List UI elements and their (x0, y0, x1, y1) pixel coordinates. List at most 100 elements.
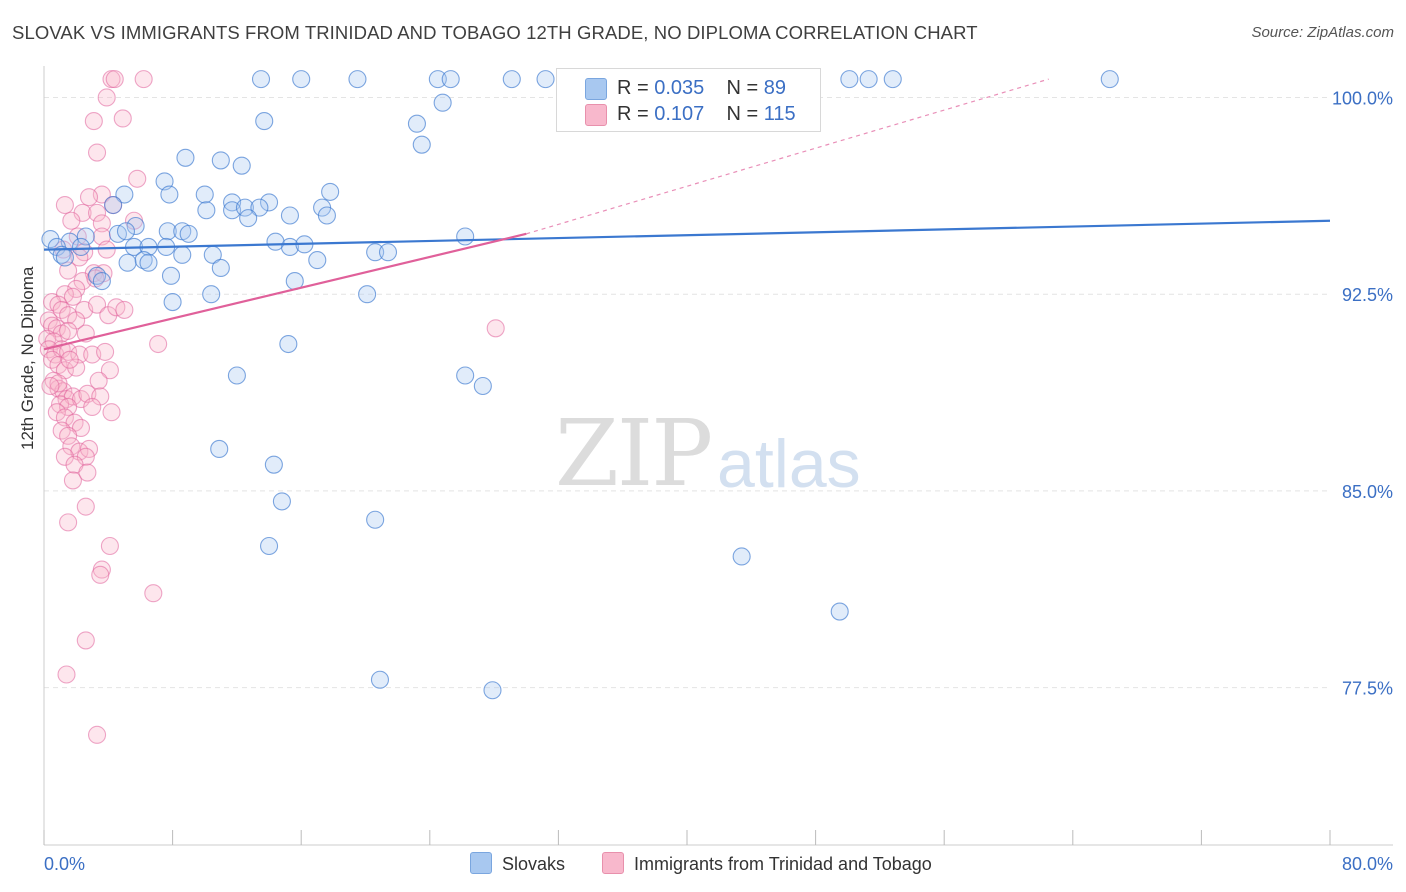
data-point-slovaks (348, 70, 367, 89)
data-point-trinidad (55, 195, 74, 215)
data-point-trinidad (84, 112, 103, 131)
trend-line-slovaks (43, 219, 1331, 251)
data-point-trinidad (100, 536, 119, 556)
data-point-slovaks (272, 492, 291, 511)
data-point-slovaks (52, 245, 71, 264)
data-point-slovaks (407, 114, 426, 133)
chart-title: SLOVAK VS IMMIGRANTS FROM TRINIDAD AND T… (12, 22, 978, 43)
data-point-trinidad (55, 361, 74, 380)
source-label: Source: ZipAtlas.com (1251, 24, 1394, 41)
data-point-slovaks (76, 227, 95, 246)
data-point-slovaks (139, 253, 158, 272)
series-trinidad-points (38, 70, 505, 744)
x-tick-label-max: 80.0% (1342, 854, 1393, 874)
legend-n-value: 89 (763, 77, 787, 99)
legend-label-trinidad: Immigrants from Trinidad and Tobago (634, 854, 932, 874)
data-point-trinidad (59, 321, 78, 340)
data-point-trinidad (486, 319, 505, 338)
data-point-trinidad (128, 169, 147, 188)
legend-row-slovaks: R = 0.035 N = 89 (557, 75, 820, 103)
data-point-slovaks (883, 70, 902, 89)
legend-item-trinidad[interactable]: Immigrants from Trinidad and Tobago (602, 852, 932, 875)
data-point-trinidad (55, 447, 74, 466)
data-point-slovaks (456, 366, 475, 385)
data-point-slovaks (176, 148, 195, 167)
legend-n-label: N = (726, 77, 759, 99)
data-point-trinidad (59, 397, 78, 417)
data-point-trinidad (41, 376, 60, 396)
series-slovaks-points (41, 70, 1119, 700)
data-point-slovaks (211, 151, 230, 170)
data-point-trinidad (59, 513, 78, 532)
watermark-zip: ZIP (555, 400, 713, 507)
data-point-slovaks (536, 70, 555, 89)
data-point-slovaks (116, 222, 136, 241)
data-point-slovaks (483, 681, 502, 700)
data-point-slovaks (441, 70, 460, 89)
data-point-slovaks (366, 510, 385, 529)
legend-swatch-slovaks (470, 852, 492, 874)
data-point-trinidad (144, 584, 163, 603)
data-point-slovaks (280, 237, 299, 257)
data-point-trinidad (78, 463, 97, 482)
data-point-slovaks (502, 70, 521, 89)
data-point-slovaks (195, 185, 214, 204)
y-tick-label: 100.0% (1332, 88, 1393, 108)
data-point-slovaks (412, 135, 431, 154)
data-point-slovaks (158, 222, 177, 241)
data-point-slovaks (55, 248, 74, 267)
data-point-trinidad (79, 188, 99, 207)
data-point-slovaks (202, 285, 221, 304)
data-point-slovaks (1100, 70, 1119, 89)
data-point-trinidad (97, 88, 116, 107)
data-point-slovaks (179, 224, 198, 243)
trend-line-trinidad (43, 232, 527, 351)
data-point-trinidad (92, 214, 111, 233)
legend-label-slovaks: Slovaks (502, 854, 566, 874)
data-point-slovaks (126, 216, 145, 236)
data-point-trinidad (115, 300, 134, 319)
data-point-trinidad (63, 471, 82, 490)
data-point-trinidad (97, 240, 116, 259)
data-point-slovaks (321, 182, 340, 201)
legend-r-value: 0.035 (654, 77, 705, 99)
data-point-slovaks (251, 70, 271, 89)
data-point-slovaks (255, 112, 274, 131)
data-point-slovaks (370, 670, 390, 689)
data-point-trinidad (62, 211, 81, 230)
legend-swatch-slovaks (585, 78, 607, 100)
data-point-trinidad (100, 361, 119, 380)
data-point-trinidad (87, 143, 107, 162)
data-point-trinidad (134, 70, 153, 89)
tick-labels: 100.0% 92.5% 85.0% 77.5% 0.0% 80.0% (44, 88, 1393, 874)
data-point-slovaks (279, 334, 298, 354)
legend-item-slovaks[interactable]: Slovaks (470, 852, 565, 875)
data-point-trinidad (87, 725, 107, 744)
data-point-trinidad (87, 295, 107, 314)
data-point-slovaks (840, 70, 859, 89)
data-point-slovaks (239, 209, 258, 228)
data-point-trinidad (113, 109, 132, 128)
y-tick-label: 85.0% (1342, 482, 1393, 502)
data-point-slovaks (266, 232, 285, 251)
data-point-trinidad (149, 334, 168, 354)
legend-n-value: 115 (763, 103, 796, 125)
y-tick-label: 92.5% (1342, 285, 1393, 305)
data-point-trinidad (105, 70, 124, 89)
data-point-slovaks (210, 439, 229, 458)
data-point-slovaks (92, 272, 111, 291)
stats-legend: R = 0.035 N = 89 R = 0.107 N = 115 (556, 68, 821, 132)
legend-r-label: R = (617, 77, 649, 99)
data-point-slovaks (280, 206, 299, 225)
data-point-trinidad (60, 350, 79, 369)
data-point-trinidad (89, 371, 108, 390)
legend-r-value: 0.107 (654, 103, 705, 125)
data-point-trinidad (76, 497, 95, 516)
data-point-slovaks (115, 185, 134, 204)
data-point-trinidad (76, 631, 95, 650)
trend-lines (43, 78, 1331, 351)
data-point-trinidad (96, 342, 115, 361)
data-point-slovaks (473, 376, 492, 396)
data-point-slovaks (104, 195, 123, 215)
